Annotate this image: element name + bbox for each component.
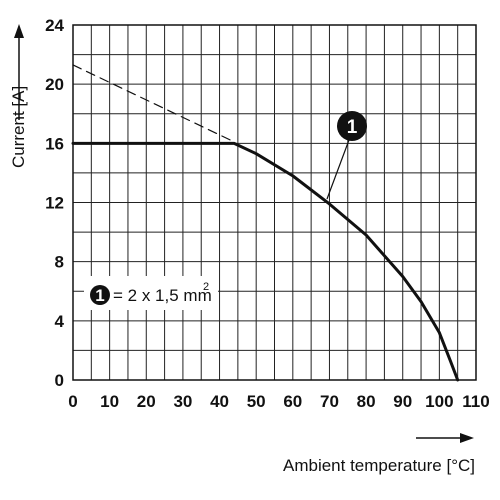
y-tick-label: 0 [55,371,64,390]
callout-annotation: 1 [326,111,367,200]
y-tick-label: 4 [55,312,65,331]
callout-leader-line [326,139,350,200]
legend-marker-label: 1 [95,286,104,305]
y-tick-label: 24 [45,16,64,35]
plot-frame [72,24,477,381]
x-axis-arrow-head [460,433,474,443]
y-tick-label: 8 [55,253,64,272]
legend-superscript: 2 [203,281,209,293]
x-tick-label: 80 [357,392,376,411]
callout-marker-label: 1 [347,117,358,138]
y-tick-label: 16 [45,134,64,153]
x-tick-label: 20 [137,392,156,411]
y-axis-title: Current [A] [9,86,28,168]
legend: 1 = 2 x 1,5 mm 2 [84,276,218,310]
y-tick-label: 12 [45,194,64,213]
series-layer [71,64,460,382]
series-dashed-extrapolation-line [72,64,235,143]
x-tick-label: 60 [283,392,302,411]
callout-marker [337,111,367,141]
x-tick-labels: 0 10 20 30 40 50 60 70 80 90 100 110 [68,392,489,411]
x-tick-label: 90 [393,392,412,411]
y-axis-arrow-head [14,24,24,38]
x-tick-label: 70 [320,392,339,411]
series-derating-curve [71,141,460,382]
x-tick-label: 50 [247,392,266,411]
y-axis-title-group: Current [A] [9,24,28,168]
x-tick-label: 0 [68,392,77,411]
y-tick-labels: 0 4 8 12 16 20 24 [45,16,64,390]
legend-marker [90,285,110,305]
x-tick-label: 110 [462,392,489,411]
x-axis-title-group: Ambient temperature [°C] [283,433,475,475]
legend-text: = 2 x 1,5 mm [113,286,212,305]
x-tick-label: 40 [210,392,229,411]
y-tick-label: 20 [45,75,64,94]
plot-border [72,24,477,381]
x-tick-label: 30 [173,392,192,411]
x-axis-title: Ambient temperature [°C] [283,456,475,475]
x-tick-label: 10 [100,392,119,411]
x-tick-label: 100 [425,392,453,411]
